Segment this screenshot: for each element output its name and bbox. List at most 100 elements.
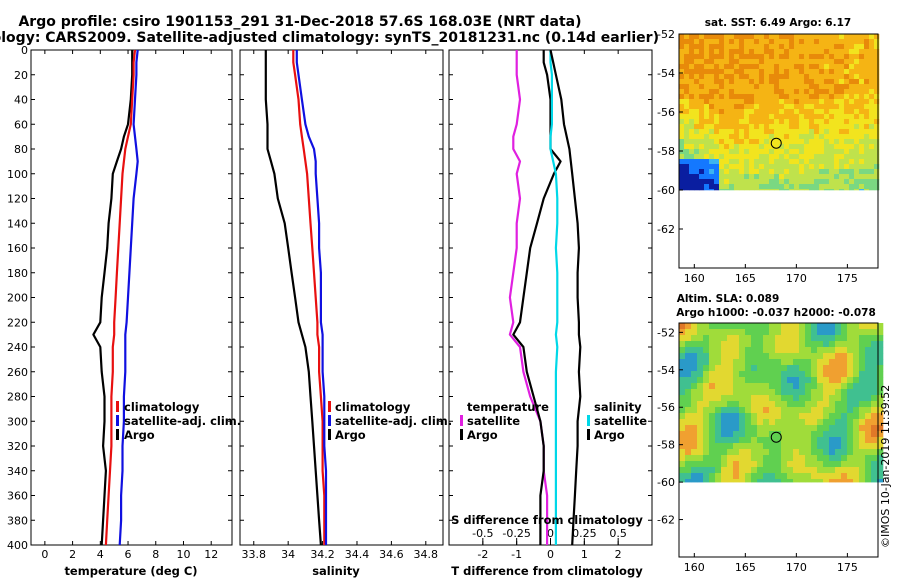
map-cell	[847, 437, 854, 444]
map-cell	[829, 461, 836, 468]
map-cell	[685, 395, 692, 402]
map-cell	[817, 335, 824, 342]
map-cell	[685, 359, 692, 366]
map-cell	[844, 69, 850, 75]
map-cell	[793, 395, 800, 402]
map-cell	[727, 365, 734, 372]
map-cell	[694, 54, 700, 60]
map-cell	[817, 395, 824, 402]
map-cell	[839, 34, 845, 40]
map-cell	[689, 34, 695, 40]
map-cell	[824, 99, 830, 105]
map-cell	[709, 39, 715, 45]
map-cell	[709, 425, 716, 432]
map-cell	[847, 389, 854, 396]
map-cell	[877, 479, 884, 483]
map-cell	[697, 443, 704, 450]
map-cell	[689, 39, 695, 45]
map-cell	[684, 39, 690, 45]
map-cell	[775, 425, 782, 432]
map-cell	[703, 383, 710, 390]
map-cell	[694, 169, 700, 175]
map-cell	[719, 119, 725, 125]
map-cell	[877, 389, 884, 396]
map-cell	[877, 347, 884, 354]
map-cell	[877, 425, 884, 432]
map-cell	[745, 395, 752, 402]
map-cell	[689, 114, 695, 120]
map-cell	[841, 359, 848, 366]
map-cell	[809, 119, 815, 125]
map-cell	[819, 139, 825, 145]
map-cell	[754, 54, 760, 60]
map-cell	[715, 383, 722, 390]
legend-label-climatology: climatology	[335, 400, 411, 414]
map-cell	[841, 401, 848, 408]
map-cell	[721, 401, 728, 408]
map-cell	[684, 174, 690, 180]
map-cell	[823, 455, 830, 462]
map-cell	[679, 437, 686, 444]
map-cell	[865, 359, 872, 366]
map-cell	[685, 479, 692, 483]
map-cell	[734, 59, 740, 65]
map-cell	[869, 189, 875, 191]
map-cell	[799, 124, 805, 130]
map-cell	[779, 174, 785, 180]
map-cell	[775, 479, 782, 483]
map-cell	[721, 395, 728, 402]
map-cell	[854, 119, 860, 125]
map-cell	[724, 164, 730, 170]
map-cell	[734, 119, 740, 125]
map-cell	[804, 84, 810, 90]
map-cell	[841, 383, 848, 390]
map-cell	[749, 149, 755, 155]
map-cell	[781, 395, 788, 402]
map-cell	[784, 109, 790, 115]
map-cell	[823, 425, 830, 432]
map-cell	[823, 329, 830, 336]
map-cell	[729, 154, 735, 160]
map-cell	[865, 347, 872, 354]
map-cell	[854, 74, 860, 80]
map-cell	[764, 144, 770, 150]
map-cell	[809, 169, 815, 175]
map-cell	[769, 341, 776, 348]
map-cell	[865, 449, 872, 456]
map-cell	[819, 164, 825, 170]
map-cell	[733, 341, 740, 348]
map-cell	[754, 129, 760, 135]
map-cell	[754, 74, 760, 80]
map-cell	[784, 59, 790, 65]
map-cell	[874, 179, 880, 185]
map-cell	[853, 425, 860, 432]
map-cell	[835, 437, 842, 444]
map-cell	[835, 335, 842, 342]
map-cell	[784, 99, 790, 105]
map-cell	[754, 149, 760, 155]
map-cell	[759, 164, 765, 170]
map-cell	[764, 99, 770, 105]
map-cell	[764, 169, 770, 175]
map-cell	[844, 84, 850, 90]
map-cell	[751, 353, 758, 360]
map-cell	[824, 174, 830, 180]
map-cell	[871, 449, 878, 456]
map-cell	[849, 154, 855, 160]
map-cell	[699, 104, 705, 110]
map-cell	[854, 44, 860, 50]
map-cell	[757, 419, 764, 426]
map-cell	[854, 94, 860, 100]
map-cell	[789, 119, 795, 125]
map-cell	[691, 437, 698, 444]
map-cell	[764, 124, 770, 130]
map-cell	[804, 184, 810, 190]
map-cell	[685, 413, 692, 420]
map-cell	[679, 395, 686, 402]
map-cell	[694, 134, 700, 140]
map-cell	[691, 461, 698, 468]
map-cell	[781, 401, 788, 408]
map-cell	[749, 104, 755, 110]
map-cell	[763, 431, 770, 438]
map-cell	[839, 134, 845, 140]
